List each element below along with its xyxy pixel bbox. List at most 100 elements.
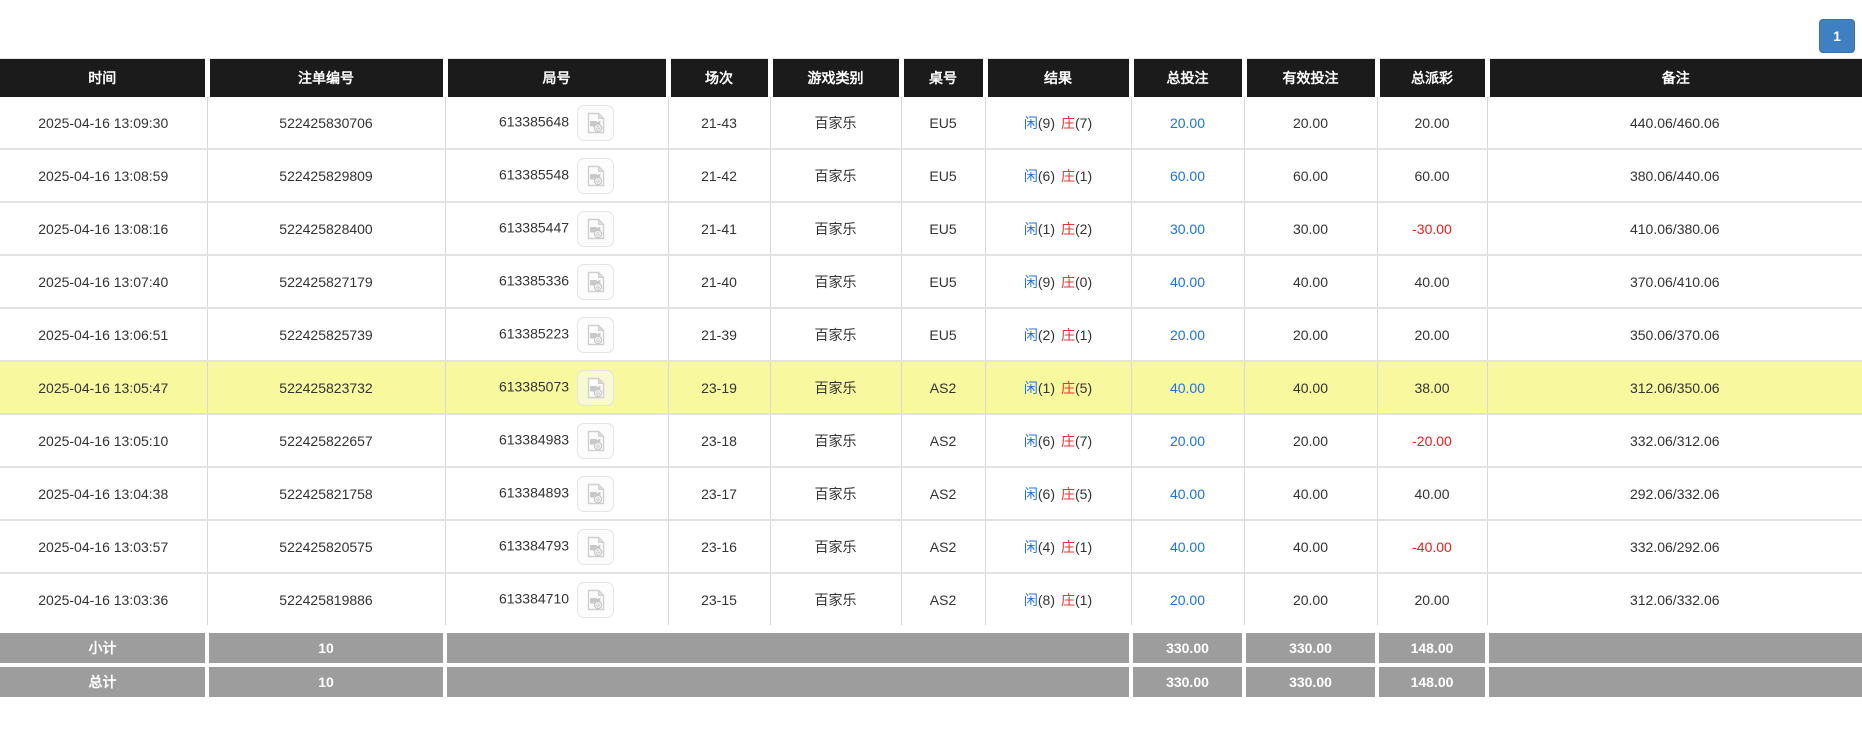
round-id-value: 613384793 bbox=[498, 537, 570, 554]
video-replay-button[interactable] bbox=[577, 475, 615, 512]
cell-payout: 40.00 bbox=[1376, 467, 1487, 521]
bet-id-value: 522425825739 bbox=[279, 326, 373, 343]
cell-table-no: EU5 bbox=[900, 308, 985, 362]
time-value: 2025-04-16 13:05:47 bbox=[38, 379, 169, 396]
table-row: 2025-04-16 13:08:16 522425828400 6133854… bbox=[0, 202, 1862, 256]
video-replay-button[interactable] bbox=[577, 369, 615, 406]
result-banker-score: (1) bbox=[1075, 591, 1093, 608]
cell-payout: -30.00 bbox=[1376, 202, 1487, 256]
result-player-label: 闲 bbox=[1023, 273, 1038, 290]
total-bet-link[interactable]: 60.00 bbox=[1169, 167, 1206, 184]
round-id-value: 613385073 bbox=[498, 378, 570, 395]
cell-game-type: 百家乐 bbox=[769, 361, 901, 415]
cell-time: 2025-04-16 13:06:51 bbox=[0, 308, 207, 362]
result-banker-label: 庄 bbox=[1061, 538, 1075, 555]
total-bet-link[interactable]: 40.00 bbox=[1169, 485, 1206, 502]
cell-payout: 38.00 bbox=[1376, 361, 1487, 415]
result-player-score: (4) bbox=[1037, 538, 1055, 555]
video-replay-button[interactable] bbox=[577, 263, 615, 300]
cell-session: 23-17 bbox=[667, 467, 770, 521]
cell-session: 21-40 bbox=[667, 255, 770, 309]
valid-bet-value: 30.00 bbox=[1292, 220, 1329, 237]
round-id-value: 613385548 bbox=[498, 166, 570, 183]
cell-table-no: EU5 bbox=[900, 97, 985, 150]
total-bet-link[interactable]: 40.00 bbox=[1169, 538, 1206, 555]
total-bet-link[interactable]: 40.00 bbox=[1169, 273, 1206, 290]
result-banker-label: 庄 bbox=[1061, 220, 1075, 237]
cell-valid-bet: 20.00 bbox=[1243, 414, 1377, 468]
pagination-page-1-button[interactable]: 1 bbox=[1819, 19, 1855, 53]
cell-total-bet: 40.00 bbox=[1130, 520, 1244, 574]
cell-round-id: 613384710 bbox=[444, 573, 668, 630]
video-replay-button[interactable] bbox=[577, 210, 615, 247]
cell-remark: 332.06/312.06 bbox=[1486, 414, 1862, 468]
cell-result: 闲(9) 庄(7) bbox=[984, 97, 1131, 150]
total-bet-link[interactable]: 20.00 bbox=[1169, 326, 1206, 343]
video-replay-button[interactable] bbox=[577, 422, 615, 459]
payout-value: 40.00 bbox=[1414, 273, 1450, 290]
result-player-score: (2) bbox=[1037, 326, 1055, 343]
result-banker-score: (1) bbox=[1075, 167, 1093, 184]
result-player-label: 闲 bbox=[1023, 379, 1038, 396]
cell-result: 闲(6) 庄(1) bbox=[984, 149, 1131, 203]
video-replay-button[interactable] bbox=[577, 528, 615, 565]
cell-valid-bet: 20.00 bbox=[1243, 573, 1377, 630]
bet-id-value: 522425829809 bbox=[279, 167, 373, 184]
total-bet-link[interactable]: 40.00 bbox=[1169, 379, 1206, 396]
remark-value: 380.06/440.06 bbox=[1629, 167, 1720, 184]
cell-result: 闲(6) 庄(5) bbox=[984, 467, 1131, 521]
total-bet-link[interactable]: 30.00 bbox=[1169, 220, 1206, 237]
result-player-score: (1) bbox=[1037, 379, 1055, 396]
result-banker-label: 庄 bbox=[1061, 379, 1075, 396]
result-banker-score: (0) bbox=[1075, 273, 1093, 290]
cell-game-type: 百家乐 bbox=[769, 97, 901, 150]
result-player-score: (8) bbox=[1037, 591, 1055, 608]
video-replay-button[interactable] bbox=[577, 316, 615, 353]
top-bar: 1 bbox=[0, 0, 1862, 58]
cell-game-type: 百家乐 bbox=[769, 308, 901, 362]
session-value: 21-43 bbox=[701, 114, 737, 131]
table-no-value: AS2 bbox=[929, 538, 957, 555]
bet-id-value: 522425827179 bbox=[279, 273, 373, 290]
cell-game-type: 百家乐 bbox=[769, 255, 901, 309]
cell-remark: 312.06/350.06 bbox=[1486, 361, 1862, 415]
video-file-icon bbox=[587, 482, 605, 504]
total-bet-link[interactable]: 20.00 bbox=[1169, 114, 1206, 131]
cell-table-no: AS2 bbox=[900, 467, 985, 521]
cell-session: 23-16 bbox=[667, 520, 770, 574]
cell-bet-id: 522425823732 bbox=[206, 361, 445, 415]
cell-valid-bet: 20.00 bbox=[1243, 97, 1377, 150]
video-file-icon bbox=[587, 535, 605, 557]
cell-bet-id: 522425819886 bbox=[206, 573, 445, 630]
cell-session: 21-39 bbox=[667, 308, 770, 362]
cell-valid-bet: 40.00 bbox=[1243, 467, 1377, 521]
cell-time: 2025-04-16 13:04:38 bbox=[0, 467, 207, 521]
game-type-value: 百家乐 bbox=[814, 379, 857, 396]
cell-total-bet: 20.00 bbox=[1130, 414, 1244, 468]
table-row: 2025-04-16 13:03:57 522425820575 6133847… bbox=[0, 520, 1862, 574]
cell-remark: 350.06/370.06 bbox=[1486, 308, 1862, 362]
result-player-label: 闲 bbox=[1023, 538, 1038, 555]
remark-value: 312.06/332.06 bbox=[1629, 591, 1720, 608]
bet-history-table: 时间 注单编号 局号 场次 游戏类别 桌号 结果 总投注 有效投注 总派彩 备注… bbox=[0, 58, 1862, 697]
video-file-icon bbox=[587, 164, 605, 186]
remark-value: 312.06/350.06 bbox=[1629, 379, 1720, 396]
cell-session: 23-19 bbox=[667, 361, 770, 415]
remark-value: 292.06/332.06 bbox=[1629, 485, 1720, 502]
total-bet-link[interactable]: 20.00 bbox=[1169, 432, 1206, 449]
cell-session: 21-43 bbox=[667, 97, 770, 150]
cell-table-no: EU5 bbox=[900, 202, 985, 256]
column-header-result: 结果 bbox=[982, 58, 1131, 97]
subtotal-label: 小计 bbox=[0, 625, 207, 665]
total-bet-link[interactable]: 20.00 bbox=[1169, 591, 1206, 608]
valid-bet-value: 20.00 bbox=[1292, 326, 1329, 343]
video-replay-button[interactable] bbox=[577, 581, 615, 618]
video-replay-button[interactable] bbox=[577, 104, 615, 141]
cell-round-id: 613385447 bbox=[444, 202, 668, 256]
payout-value: -30.00 bbox=[1412, 220, 1452, 237]
video-replay-button[interactable] bbox=[577, 157, 615, 194]
cell-table-no: EU5 bbox=[900, 255, 985, 309]
round-id-value: 613385648 bbox=[498, 113, 570, 130]
round-id-value: 613384983 bbox=[498, 431, 570, 448]
cell-result: 闲(4) 庄(1) bbox=[984, 520, 1131, 574]
